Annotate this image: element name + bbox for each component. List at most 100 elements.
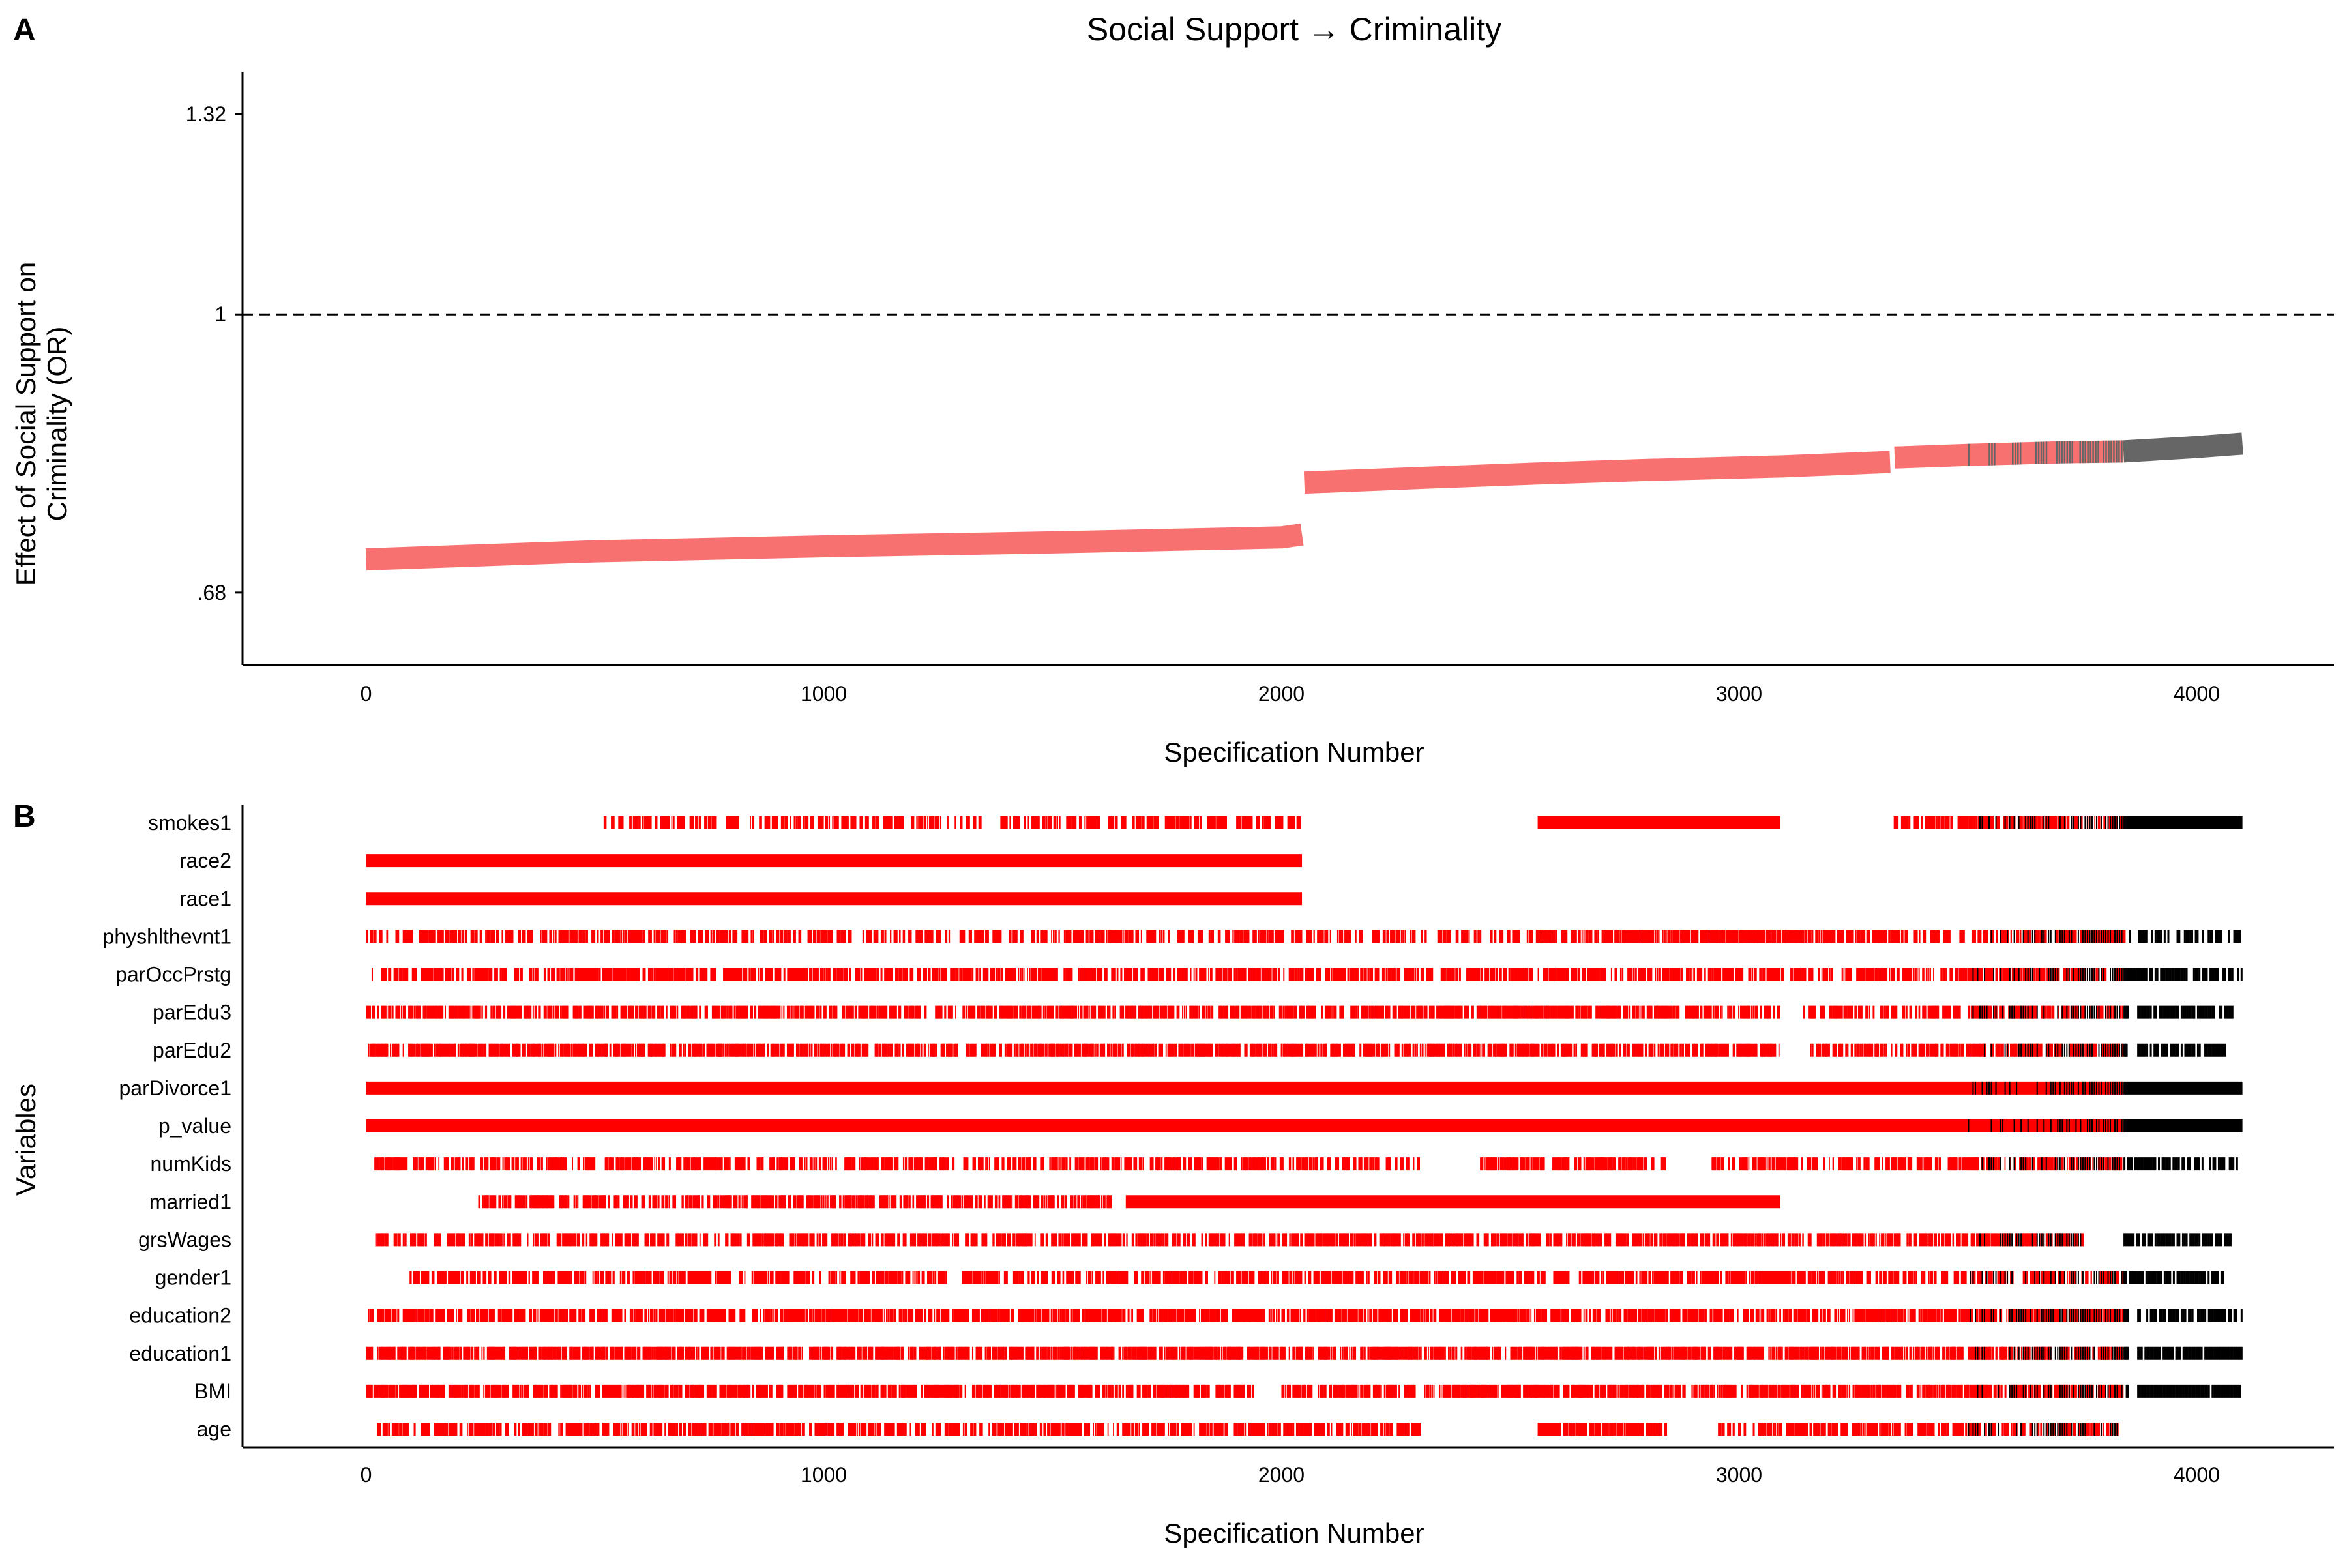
- inclusion-mark-nonsig: [2117, 968, 2118, 981]
- inclusion-mark: [586, 1233, 587, 1246]
- inclusion-mark: [1648, 1233, 1649, 1246]
- inclusion-mark: [924, 1044, 926, 1057]
- inclusion-mark: [419, 1006, 421, 1019]
- inclusion-mark: [1381, 1044, 1383, 1057]
- inclusion-mark-nonsig: [2110, 968, 2111, 981]
- inclusion-mark: [1290, 1006, 1294, 1019]
- inclusion-mark: [374, 1157, 376, 1170]
- inclusion-mark: [1575, 1044, 1577, 1057]
- inclusion-mark: [1543, 1006, 1544, 1019]
- inclusion-mark: [1030, 1006, 1031, 1019]
- inclusion-mark-nonsig: [2177, 930, 2179, 943]
- inclusion-mark: [462, 930, 465, 943]
- inclusion-mark: [487, 930, 491, 943]
- inclusion-mark: [1053, 1233, 1057, 1246]
- inclusion-mark: [403, 1233, 405, 1246]
- inclusion-mark: [1882, 1157, 1883, 1170]
- inclusion-mark: [1468, 930, 1469, 943]
- inclusion-mark: [1831, 1006, 1833, 1019]
- inclusion-mark: [883, 816, 887, 829]
- inclusion-mark: [1880, 1044, 1883, 1057]
- inclusion-mark-nonsig: [2221, 1006, 2222, 1019]
- mixed-estimate-mark: [2084, 441, 2086, 463]
- inclusion-mark: [973, 1044, 977, 1057]
- inclusion-mark-nonsig: [2232, 968, 2234, 981]
- inclusion-mark: [853, 1006, 854, 1019]
- inclusion-mark: [955, 1006, 956, 1019]
- inclusion-mark: [782, 1044, 784, 1057]
- inclusion-mark: [824, 1157, 827, 1170]
- inclusion-mark-nonsig: [2119, 1082, 2120, 1095]
- mixed-estimate-mark: [2017, 443, 2019, 465]
- inclusion-mark: [1598, 930, 1599, 943]
- inclusion-mark: [1655, 930, 1656, 943]
- inclusion-mark: [887, 1044, 889, 1057]
- inclusion-mark: [1552, 1157, 1554, 1170]
- inclusion-mark-nonsig: [2087, 930, 2088, 943]
- inclusion-mark: [1503, 1157, 1505, 1170]
- inclusion-mark: [917, 968, 919, 981]
- inclusion-mark: [1369, 1157, 1373, 1170]
- inclusion-mark: [498, 1195, 501, 1208]
- inclusion-mark: [1425, 1044, 1426, 1057]
- inclusion-mark: [924, 1006, 926, 1019]
- inclusion-mark-nonsig: [2103, 930, 2104, 943]
- inclusion-bar: [1538, 816, 1780, 829]
- inclusion-mark: [1876, 1044, 1879, 1057]
- inclusion-mark: [1504, 1044, 1507, 1057]
- inclusion-mark-nonsig: [2146, 930, 2148, 943]
- inclusion-mark: [2052, 1006, 2055, 1019]
- inclusion-mark-nonsig: [2103, 1044, 2104, 1057]
- inclusion-mark-nonsig: [2089, 1006, 2090, 1019]
- inclusion-mark-nonsig: [2196, 968, 2198, 981]
- inclusion-bar-nonsig: [2123, 816, 2243, 829]
- inclusion-mark: [2037, 1044, 2041, 1057]
- inclusion-mark: [374, 1006, 375, 1019]
- inclusion-mark-nonsig: [2178, 968, 2180, 981]
- inclusion-mark: [1310, 930, 1312, 943]
- inclusion-mark: [529, 968, 531, 981]
- inclusion-mark: [402, 1157, 406, 1170]
- inclusion-mark: [981, 816, 982, 829]
- inclusion-mark-nonsig: [2043, 1119, 2044, 1132]
- inclusion-mark: [1826, 1233, 1829, 1246]
- inclusion-mark-nonsig: [2073, 968, 2074, 981]
- inclusion-mark: [1863, 930, 1865, 943]
- inclusion-mark: [735, 1195, 737, 1208]
- inclusion-mark: [1599, 1044, 1601, 1057]
- inclusion-mark-nonsig: [2174, 1006, 2176, 1019]
- inclusion-mark: [1922, 1044, 1925, 1057]
- inclusion-mark: [598, 1044, 602, 1057]
- inclusion-mark: [1149, 1006, 1151, 1019]
- inclusion-mark: [612, 930, 615, 943]
- inclusion-mark-nonsig: [1972, 968, 1973, 981]
- inclusion-mark-nonsig: [2224, 1006, 2226, 1019]
- inclusion-mark: [844, 968, 848, 981]
- inclusion-mark: [855, 1006, 857, 1019]
- inclusion-mark: [820, 968, 822, 981]
- inclusion-mark: [533, 1044, 535, 1057]
- inclusion-mark: [923, 968, 924, 981]
- inclusion-mark: [1777, 968, 1780, 981]
- inclusion-mark: [516, 968, 519, 981]
- inclusion-mark: [1591, 930, 1593, 943]
- inclusion-mark: [649, 816, 652, 829]
- inclusion-mark-nonsig: [2009, 1157, 2011, 1170]
- inclusion-mark: [397, 1233, 400, 1246]
- inclusion-mark: [1847, 1044, 1848, 1057]
- inclusion-mark: [853, 1044, 854, 1057]
- inclusion-mark: [1314, 1233, 1315, 1246]
- inclusion-mark: [672, 1044, 673, 1057]
- inclusion-mark: [1135, 968, 1138, 981]
- inclusion-mark: [1688, 968, 1690, 981]
- inclusion-mark-nonsig: [2138, 930, 2140, 943]
- variable-row-physhlthevnt1: [366, 930, 2241, 943]
- inclusion-mark: [927, 816, 928, 829]
- mixed-estimate-mark: [2056, 441, 2058, 464]
- inclusion-mark: [679, 1233, 681, 1246]
- inclusion-mark: [945, 930, 947, 943]
- inclusion-mark: [1578, 930, 1581, 943]
- inclusion-mark: [1053, 930, 1054, 943]
- inclusion-mark-nonsig: [2228, 930, 2230, 943]
- inclusion-mark: [1595, 1006, 1597, 1019]
